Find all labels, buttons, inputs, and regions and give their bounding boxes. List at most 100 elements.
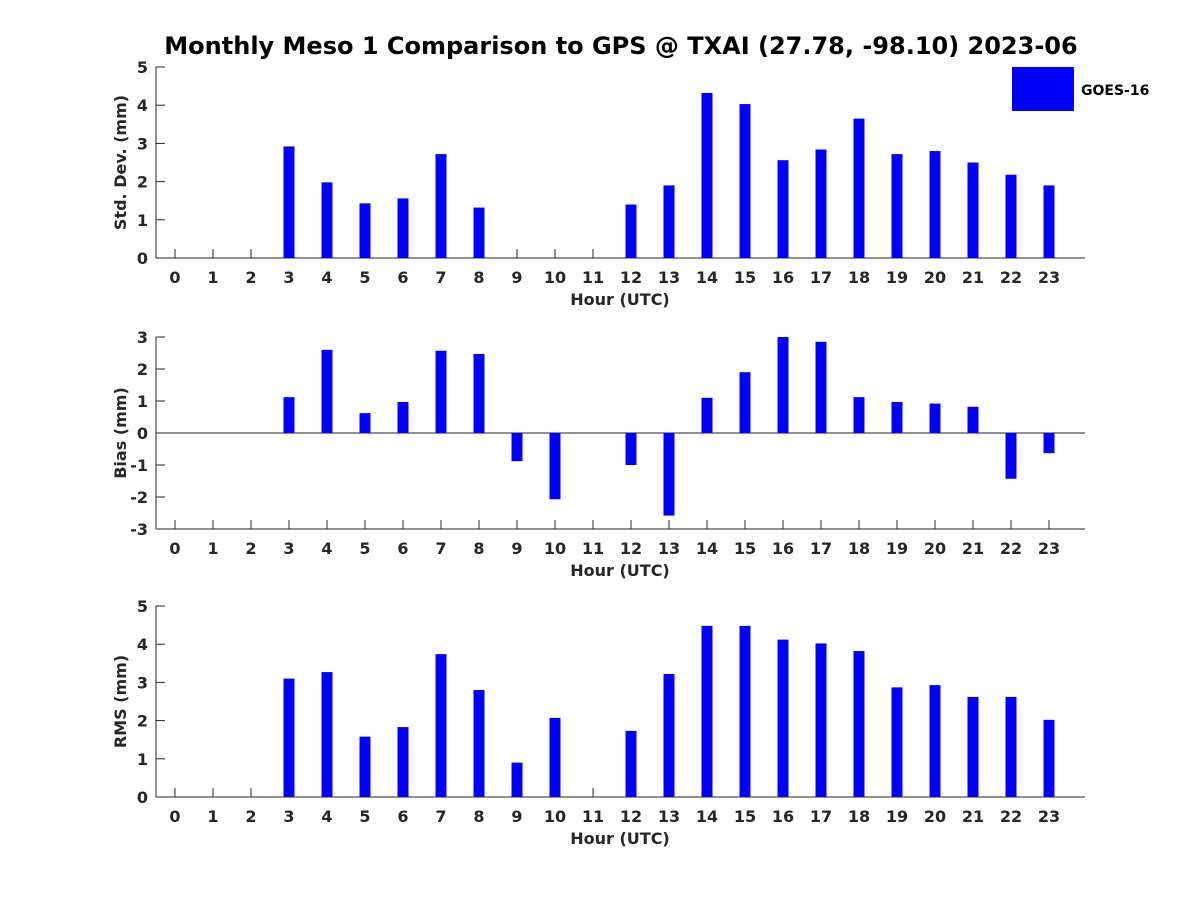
x-tick-label: 0 [169, 807, 180, 826]
bar-hour-13 [663, 673, 675, 797]
bar-hour-12 [625, 730, 637, 797]
x-tick-label: 4 [321, 539, 332, 558]
bar-hour-3 [283, 678, 295, 797]
bar-hour-20 [929, 151, 941, 258]
x-tick-label: 0 [169, 268, 180, 287]
y-tick-label: 2 [137, 712, 148, 731]
x-tick-label: 17 [810, 268, 832, 287]
x-tick-label: 13 [658, 539, 680, 558]
x-tick-label: 22 [1000, 807, 1022, 826]
bar-hour-3 [283, 397, 295, 433]
x-tick-label: 10 [544, 807, 566, 826]
bar-hour-17 [815, 643, 827, 797]
x-tick-label: 13 [658, 268, 680, 287]
bar-hour-14 [701, 625, 713, 797]
bar-hour-17 [815, 341, 827, 433]
y-tick-label: 4 [137, 635, 148, 654]
bar-hour-9 [511, 433, 523, 462]
bar-hour-4 [321, 672, 333, 797]
y-tick-label: -1 [130, 456, 148, 475]
y-tick-label: 3 [137, 328, 148, 347]
x-tick-label: 2 [245, 539, 256, 558]
x-tick-label: 5 [359, 807, 370, 826]
y-tick-label: 2 [137, 173, 148, 192]
bar-hour-10 [549, 433, 561, 500]
x-tick-label: 12 [620, 807, 642, 826]
bar-hour-7 [435, 154, 447, 258]
bar-hour-3 [283, 146, 295, 258]
x-tick-label: 21 [962, 268, 984, 287]
x-tick-label: 15 [734, 539, 756, 558]
x-tick-label: 11 [582, 268, 604, 287]
bar-hour-7 [435, 350, 447, 433]
bar-hour-20 [929, 403, 941, 433]
bar-hour-18 [853, 397, 865, 433]
x-tick-label: 19 [886, 807, 908, 826]
y-tick-label: 4 [137, 96, 148, 115]
bar-hour-21 [967, 696, 979, 797]
x-tick-label: 22 [1000, 539, 1022, 558]
x-tick-label: 4 [321, 268, 332, 287]
x-tick-label: 14 [696, 539, 718, 558]
bar-hour-21 [967, 162, 979, 258]
bar-hour-6 [397, 401, 409, 433]
y-axis-label: Std. Dev. (mm) [111, 95, 130, 230]
x-tick-label: 5 [359, 539, 370, 558]
x-tick-label: 19 [886, 268, 908, 287]
chart-title: Monthly Meso 1 Comparison to GPS @ TXAI … [164, 32, 1077, 60]
x-tick-label: 8 [473, 539, 484, 558]
x-tick-label: 21 [962, 807, 984, 826]
bar-hour-15 [739, 625, 751, 797]
bar-hour-5 [359, 413, 371, 433]
x-tick-label: 19 [886, 539, 908, 558]
y-tick-label: 1 [137, 750, 148, 769]
x-tick-label: 7 [435, 268, 446, 287]
x-tick-label: 2 [245, 268, 256, 287]
bar-hour-23 [1043, 719, 1055, 797]
y-tick-label: 0 [137, 249, 148, 268]
bar-hour-19 [891, 687, 903, 797]
bar-hour-18 [853, 651, 865, 797]
bar-hour-8 [473, 353, 485, 433]
x-tick-label: 8 [473, 807, 484, 826]
x-tick-label: 20 [924, 807, 946, 826]
bar-hour-6 [397, 727, 409, 797]
x-tick-label: 18 [848, 268, 870, 287]
bar-hour-8 [473, 207, 485, 258]
y-tick-label: 1 [137, 392, 148, 411]
x-tick-label: 4 [321, 807, 332, 826]
x-tick-label: 17 [810, 807, 832, 826]
bar-hour-10 [549, 717, 561, 797]
bar-hour-4 [321, 349, 333, 433]
bar-hour-5 [359, 203, 371, 258]
x-tick-label: 1 [207, 268, 218, 287]
bar-hour-8 [473, 690, 485, 797]
x-tick-label: 16 [772, 807, 794, 826]
bar-hour-16 [777, 337, 789, 433]
x-tick-label: 23 [1038, 539, 1060, 558]
x-tick-label: 7 [435, 807, 446, 826]
x-tick-label: 9 [511, 807, 522, 826]
x-tick-label: 18 [848, 539, 870, 558]
bar-hour-12 [625, 204, 637, 258]
bar-hour-14 [701, 397, 713, 433]
x-tick-label: 9 [511, 268, 522, 287]
y-axis-label: Bias (mm) [111, 387, 130, 479]
x-tick-label: 2 [245, 807, 256, 826]
y-tick-label: 0 [137, 788, 148, 807]
x-axis-label: Hour (UTC) [570, 561, 670, 580]
x-tick-label: 23 [1038, 268, 1060, 287]
x-tick-label: 15 [734, 807, 756, 826]
x-tick-label: 8 [473, 268, 484, 287]
bar-hour-23 [1043, 185, 1055, 258]
x-tick-label: 14 [696, 807, 718, 826]
y-tick-label: -3 [130, 520, 148, 539]
x-tick-label: 15 [734, 268, 756, 287]
x-tick-label: 18 [848, 807, 870, 826]
bar-hour-20 [929, 685, 941, 797]
bar-hour-16 [777, 160, 789, 258]
bar-hour-22 [1005, 174, 1017, 258]
x-tick-label: 11 [582, 539, 604, 558]
